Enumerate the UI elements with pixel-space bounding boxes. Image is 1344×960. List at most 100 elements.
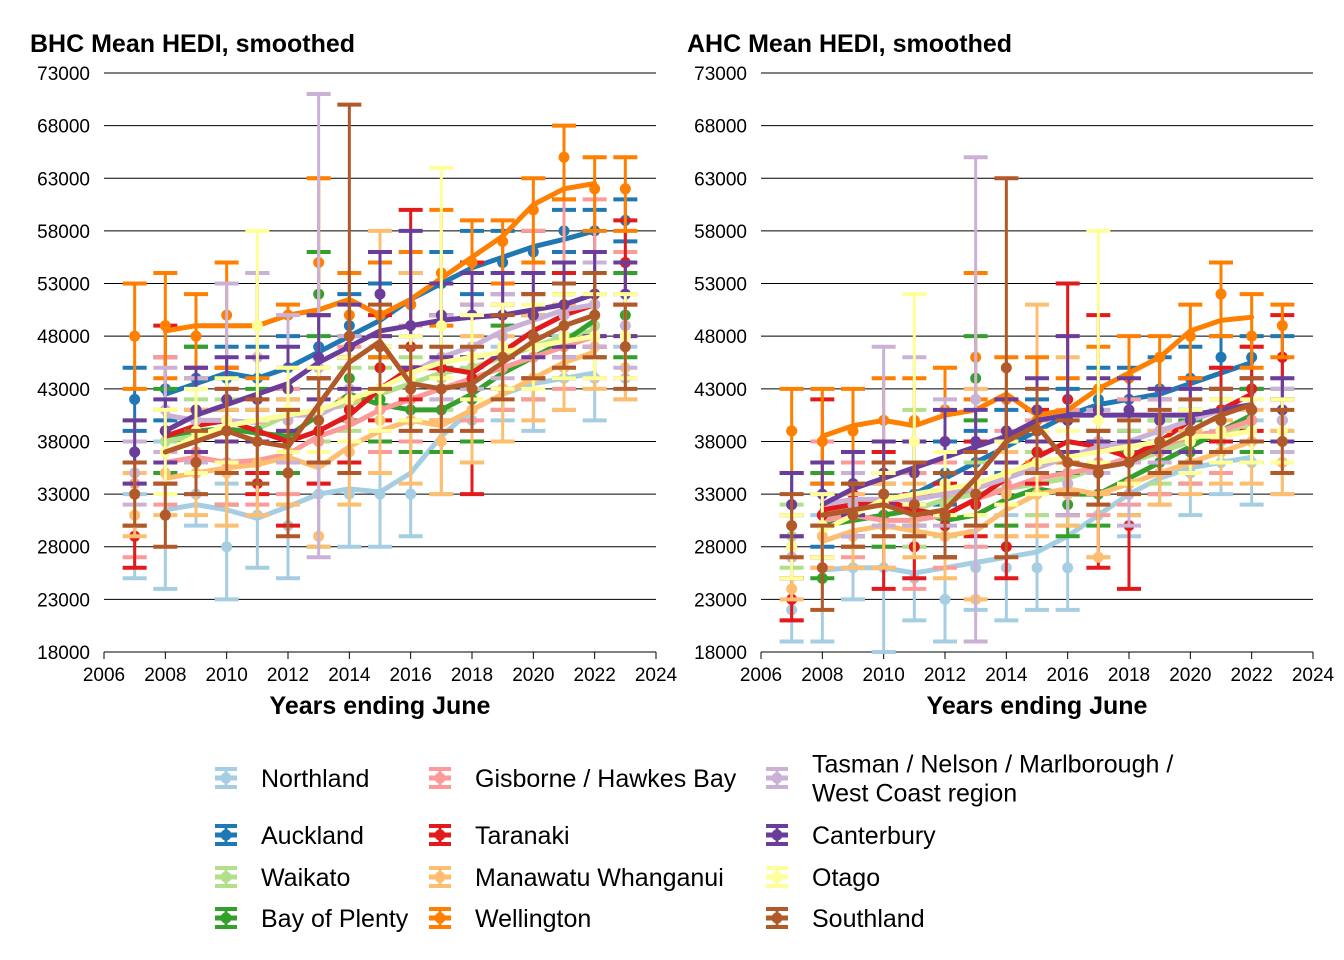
bhc-y-tick-label: 33000 [37, 485, 90, 506]
ahc-x-tick-label: 2024 [1292, 665, 1335, 686]
ahc-point-southland [878, 488, 890, 500]
legend-label-southland: Southland [812, 905, 925, 933]
legend: Northland Gisborne / Hawkes Bay Tasman / N… [215, 751, 1173, 933]
legend-key-point [771, 912, 783, 924]
bhc-y-tick-label: 68000 [37, 117, 90, 138]
ahc-point-southland [939, 509, 951, 521]
bhc-x-tick-label: 2010 [206, 665, 248, 686]
legend-key-point [220, 871, 232, 883]
bhc-point-southland [558, 320, 570, 332]
legend-key-point [434, 829, 446, 841]
bhc-x-tick-label: 2014 [328, 665, 371, 686]
ahc-point-wellington [1154, 351, 1166, 363]
legend-label-bay-of-plenty: Bay of Plenty [261, 905, 409, 933]
ahc-y-tick-label: 23000 [694, 590, 747, 611]
ahc-y-tick-label: 58000 [694, 222, 747, 243]
legend-label-wellington: Wellington [475, 905, 591, 933]
ahc-point-tasman-nelson-marlborough-west-coast-region [970, 393, 982, 405]
legend-item-gisborne-hawkes-bay: Gisborne / Hawkes Bay [429, 765, 737, 793]
legend-key-point [771, 829, 783, 841]
bhc-x-tick-label: 2006 [83, 665, 125, 686]
bhc-point-wellington [159, 320, 171, 332]
ahc-point-southland [970, 488, 982, 500]
bhc-point-wellington [589, 183, 601, 195]
bhc-point-southland [221, 425, 233, 437]
bhc-point-manawatu-whanganui [435, 435, 447, 447]
bhc-point-wellington [497, 235, 509, 247]
bhc-panel-title: BHC Mean HEDI, smoothed [30, 30, 355, 58]
ahc-point-otago [908, 435, 920, 447]
bhc-x-tick-label: 2022 [574, 665, 616, 686]
ahc-point-southland [1246, 404, 1258, 416]
ahc-point-canterbury [939, 435, 951, 447]
ahc-y-tick-label: 38000 [694, 432, 747, 453]
ahc-point-southland [1154, 435, 1166, 447]
legend-item-taranaki: Taranaki [429, 822, 570, 850]
ahc-y-tick-label: 18000 [694, 643, 747, 664]
bhc-y-tick-label: 43000 [37, 380, 90, 401]
ahc-y-tick-label: 43000 [694, 380, 747, 401]
legend-key-point [220, 912, 232, 924]
ahc-point-southland [1215, 414, 1227, 426]
bhc-x-tick-label: 2024 [635, 665, 678, 686]
ahc-x-tick-label: 2016 [1047, 665, 1089, 686]
bhc-series-otago [122, 165, 638, 528]
bhc-point-wellington [527, 204, 539, 216]
ahc-point-northland [1062, 562, 1074, 574]
legend-item-otago: Otago [766, 864, 880, 892]
ahc-x-axis-title: Years ending June [927, 692, 1148, 720]
bhc-point-southland [343, 330, 355, 342]
bhc-point-southland [129, 488, 141, 500]
ahc-x-tick-label: 2020 [1169, 665, 1211, 686]
bhc-x-axis-title: Years ending June [270, 692, 491, 720]
ahc-point-wellington [816, 435, 828, 447]
legend-item-canterbury: Canterbury [766, 822, 936, 850]
ahc-point-auckland [1215, 351, 1227, 363]
legend-label-northland: Northland [261, 765, 369, 793]
bhc-point-wellington [129, 330, 141, 342]
ahc-y-tick-label: 28000 [694, 538, 747, 559]
bhc-y-tick-label: 38000 [37, 432, 90, 453]
ahc-point-northland [939, 593, 951, 605]
bhc-point-northland [405, 488, 417, 500]
bhc-x-tick-label: 2016 [390, 665, 432, 686]
ahc-point-southland [1031, 425, 1043, 437]
bhc-point-auckland [129, 393, 141, 405]
ahc-point-southland [1276, 435, 1288, 447]
legend-key-point [220, 772, 232, 784]
bhc-point-wellington [558, 151, 570, 163]
legend-item-wellington: Wellington [429, 905, 591, 933]
bhc-y-tick-label: 28000 [37, 538, 90, 559]
bhc-point-southland [466, 383, 478, 395]
ahc-x-tick-label: 2008 [801, 665, 843, 686]
legend-label-waikato: Waikato [261, 864, 350, 892]
legend-label-gisborne-hawkes-bay: Gisborne / Hawkes Bay [475, 765, 737, 793]
legend-key-point [434, 912, 446, 924]
legend-item-manawatu-whanganui: Manawatu Whanganui [429, 864, 724, 892]
bhc-point-northland [221, 541, 233, 553]
ahc-x-tick-label: 2006 [740, 665, 782, 686]
bhc-point-canterbury [313, 351, 325, 363]
bhc-point-southland [435, 383, 447, 395]
legend-label-canterbury: Canterbury [812, 822, 936, 850]
ahc-point-manawatu-whanganui [1092, 551, 1104, 563]
bhc-point-wellington [619, 183, 631, 195]
ahc-y-tick-label: 33000 [694, 485, 747, 506]
bhc-point-southland [374, 341, 386, 353]
ahc-point-wellington [1215, 288, 1227, 300]
bhc-y-tick-label: 18000 [37, 643, 90, 664]
ahc-point-southland [816, 562, 828, 574]
legend-label-manawatu-whanganui: Manawatu Whanganui [475, 864, 724, 892]
ahc-point-southland [1092, 467, 1104, 479]
ahc-point-otago [1092, 414, 1104, 426]
bhc-point-southland [251, 435, 263, 447]
ahc-point-wellington [786, 425, 798, 437]
ahc-point-canterbury [1123, 404, 1135, 416]
ahc-y-tick-label: 73000 [694, 64, 747, 85]
bhc-point-southland [282, 467, 294, 479]
ahc-point-southland [1062, 457, 1074, 469]
ahc-point-northland [1031, 562, 1043, 574]
bhc-y-tick-label: 53000 [37, 275, 90, 296]
